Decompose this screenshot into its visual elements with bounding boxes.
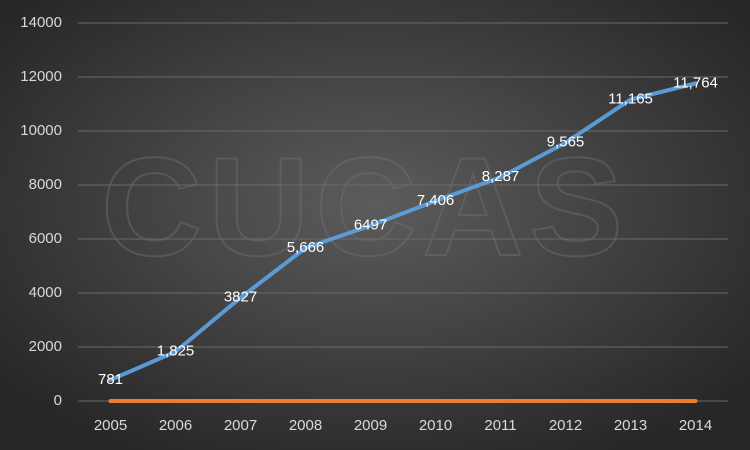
- data-label: 781: [98, 371, 123, 388]
- data-label: 8,287: [482, 168, 520, 185]
- y-tick-label: 0: [54, 392, 62, 409]
- x-tick-label: 2010: [419, 417, 452, 434]
- data-label: 5,666: [287, 239, 325, 256]
- y-tick-label: 12000: [20, 68, 62, 85]
- data-label: 6497: [354, 217, 387, 234]
- x-tick-label: 2009: [354, 417, 387, 434]
- series-line: [108, 81, 698, 382]
- data-label: 7,406: [417, 192, 455, 209]
- y-tick-label: 14000: [20, 14, 62, 31]
- x-tick-label: 2006: [159, 417, 192, 434]
- data-label: 11,165: [608, 91, 653, 108]
- data-label: 1,825: [157, 343, 195, 360]
- x-tick-label: 2007: [224, 417, 257, 434]
- x-tick-label: 2005: [94, 417, 127, 434]
- y-tick-label: 10000: [20, 122, 62, 139]
- data-label: 9,565: [547, 134, 585, 151]
- y-tick-label: 6000: [29, 230, 62, 247]
- y-tick-label: 4000: [29, 284, 62, 301]
- x-tick-label: 2013: [614, 417, 647, 434]
- watermark: CUCAS: [101, 128, 629, 285]
- data-label: 3827: [224, 289, 257, 306]
- data-label: 11,764: [673, 74, 718, 91]
- x-tick-label: 2011: [484, 417, 516, 434]
- x-tick-label: 2008: [289, 417, 322, 434]
- x-tick-label: 2014: [679, 417, 712, 434]
- x-tick-label: 2012: [549, 417, 582, 434]
- y-tick-label: 2000: [29, 338, 62, 355]
- y-tick-label: 8000: [29, 176, 62, 193]
